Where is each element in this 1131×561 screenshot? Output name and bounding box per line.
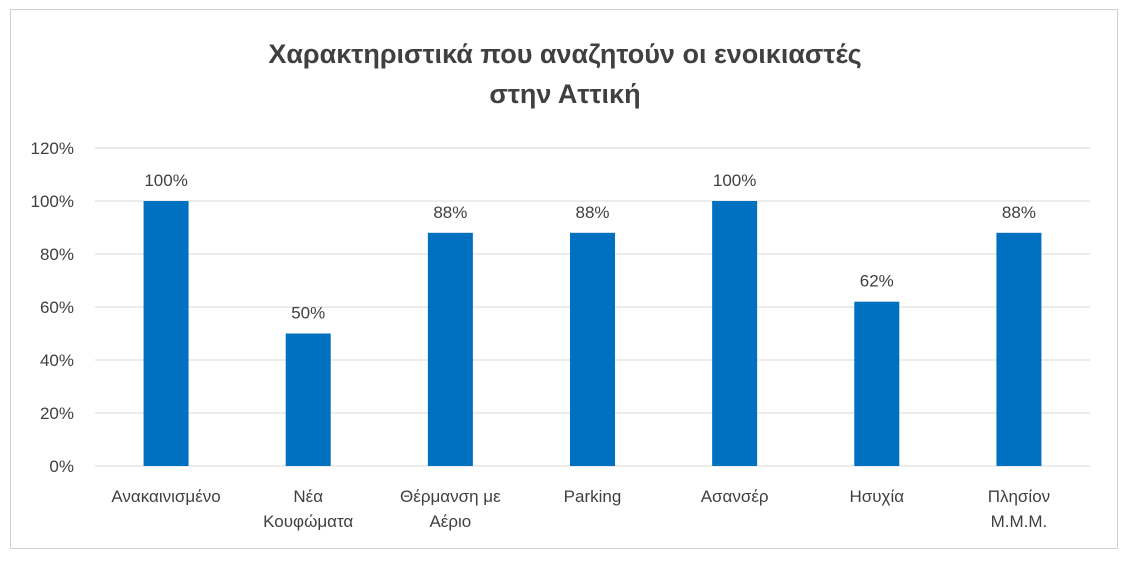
data-label: 100% [713,171,756,190]
category-label: Ανακαινισμένο [111,487,220,506]
data-label: 50% [291,304,325,323]
category-label: Θέρμανση με Αέριο [400,487,501,531]
bars [143,201,1042,466]
category-label-line: Πλησίον [988,487,1050,506]
bar [285,333,331,466]
y-tick-label: 120% [31,139,74,158]
category-label-line: Αέριο [429,512,471,531]
y-tick-label: 80% [40,245,74,264]
category-label: Ησυχία [849,487,904,506]
data-label: 88% [433,203,467,222]
category-label-line: Ασανσέρ [701,487,769,506]
category-label: Νέα Κουφώματα [263,487,353,531]
category-label-line: Ησυχία [849,487,904,506]
category-label-line: Θέρμανση με [400,487,501,506]
bar [143,201,189,466]
data-label: 62% [860,272,894,291]
data-labels: 100% 50% 88% 88% 100% 62% 88% [144,171,1036,323]
chart-title-line-1: Χαρακτηριστικά που αναζητούν οι ενοικιασ… [268,39,861,69]
category-label-line: Νέα [293,487,323,506]
y-tick-label: 20% [40,404,74,423]
chart-frame [10,9,1118,549]
bar [854,301,900,466]
bar [570,232,615,466]
category-label: Ασανσέρ [701,487,769,506]
category-label: Parking [564,487,622,506]
category-label-line: Κουφώματα [263,512,353,531]
category-labels: Ανακαινισμένο Νέα Κουφώματα Θέρμανση με Αέρι… [111,487,1050,531]
category-label-line: Μ.Μ.Μ. [991,512,1048,531]
data-label: 100% [144,171,187,190]
category-label-line: Parking [564,487,622,506]
chart-title-line-2: στην Αττική [489,79,640,109]
category-label-line: Ανακαινισμένο [111,487,220,506]
bar [712,201,758,466]
bar [427,232,473,466]
y-axis-tick-labels: 0% 20% 40% 60% 80% 100% 120% [31,139,74,476]
y-tick-label: 60% [40,298,74,317]
y-tick-label: 40% [40,351,74,370]
y-tick-label: 100% [31,192,74,211]
category-label: Πλησίον Μ.Μ.Μ. [988,487,1050,531]
data-label: 88% [575,203,609,222]
y-tick-label: 0% [49,457,74,476]
data-label: 88% [1002,203,1036,222]
bar [996,232,1042,466]
chart-title: Χαρακτηριστικά που αναζητούν οι ενοικιασ… [268,39,861,109]
